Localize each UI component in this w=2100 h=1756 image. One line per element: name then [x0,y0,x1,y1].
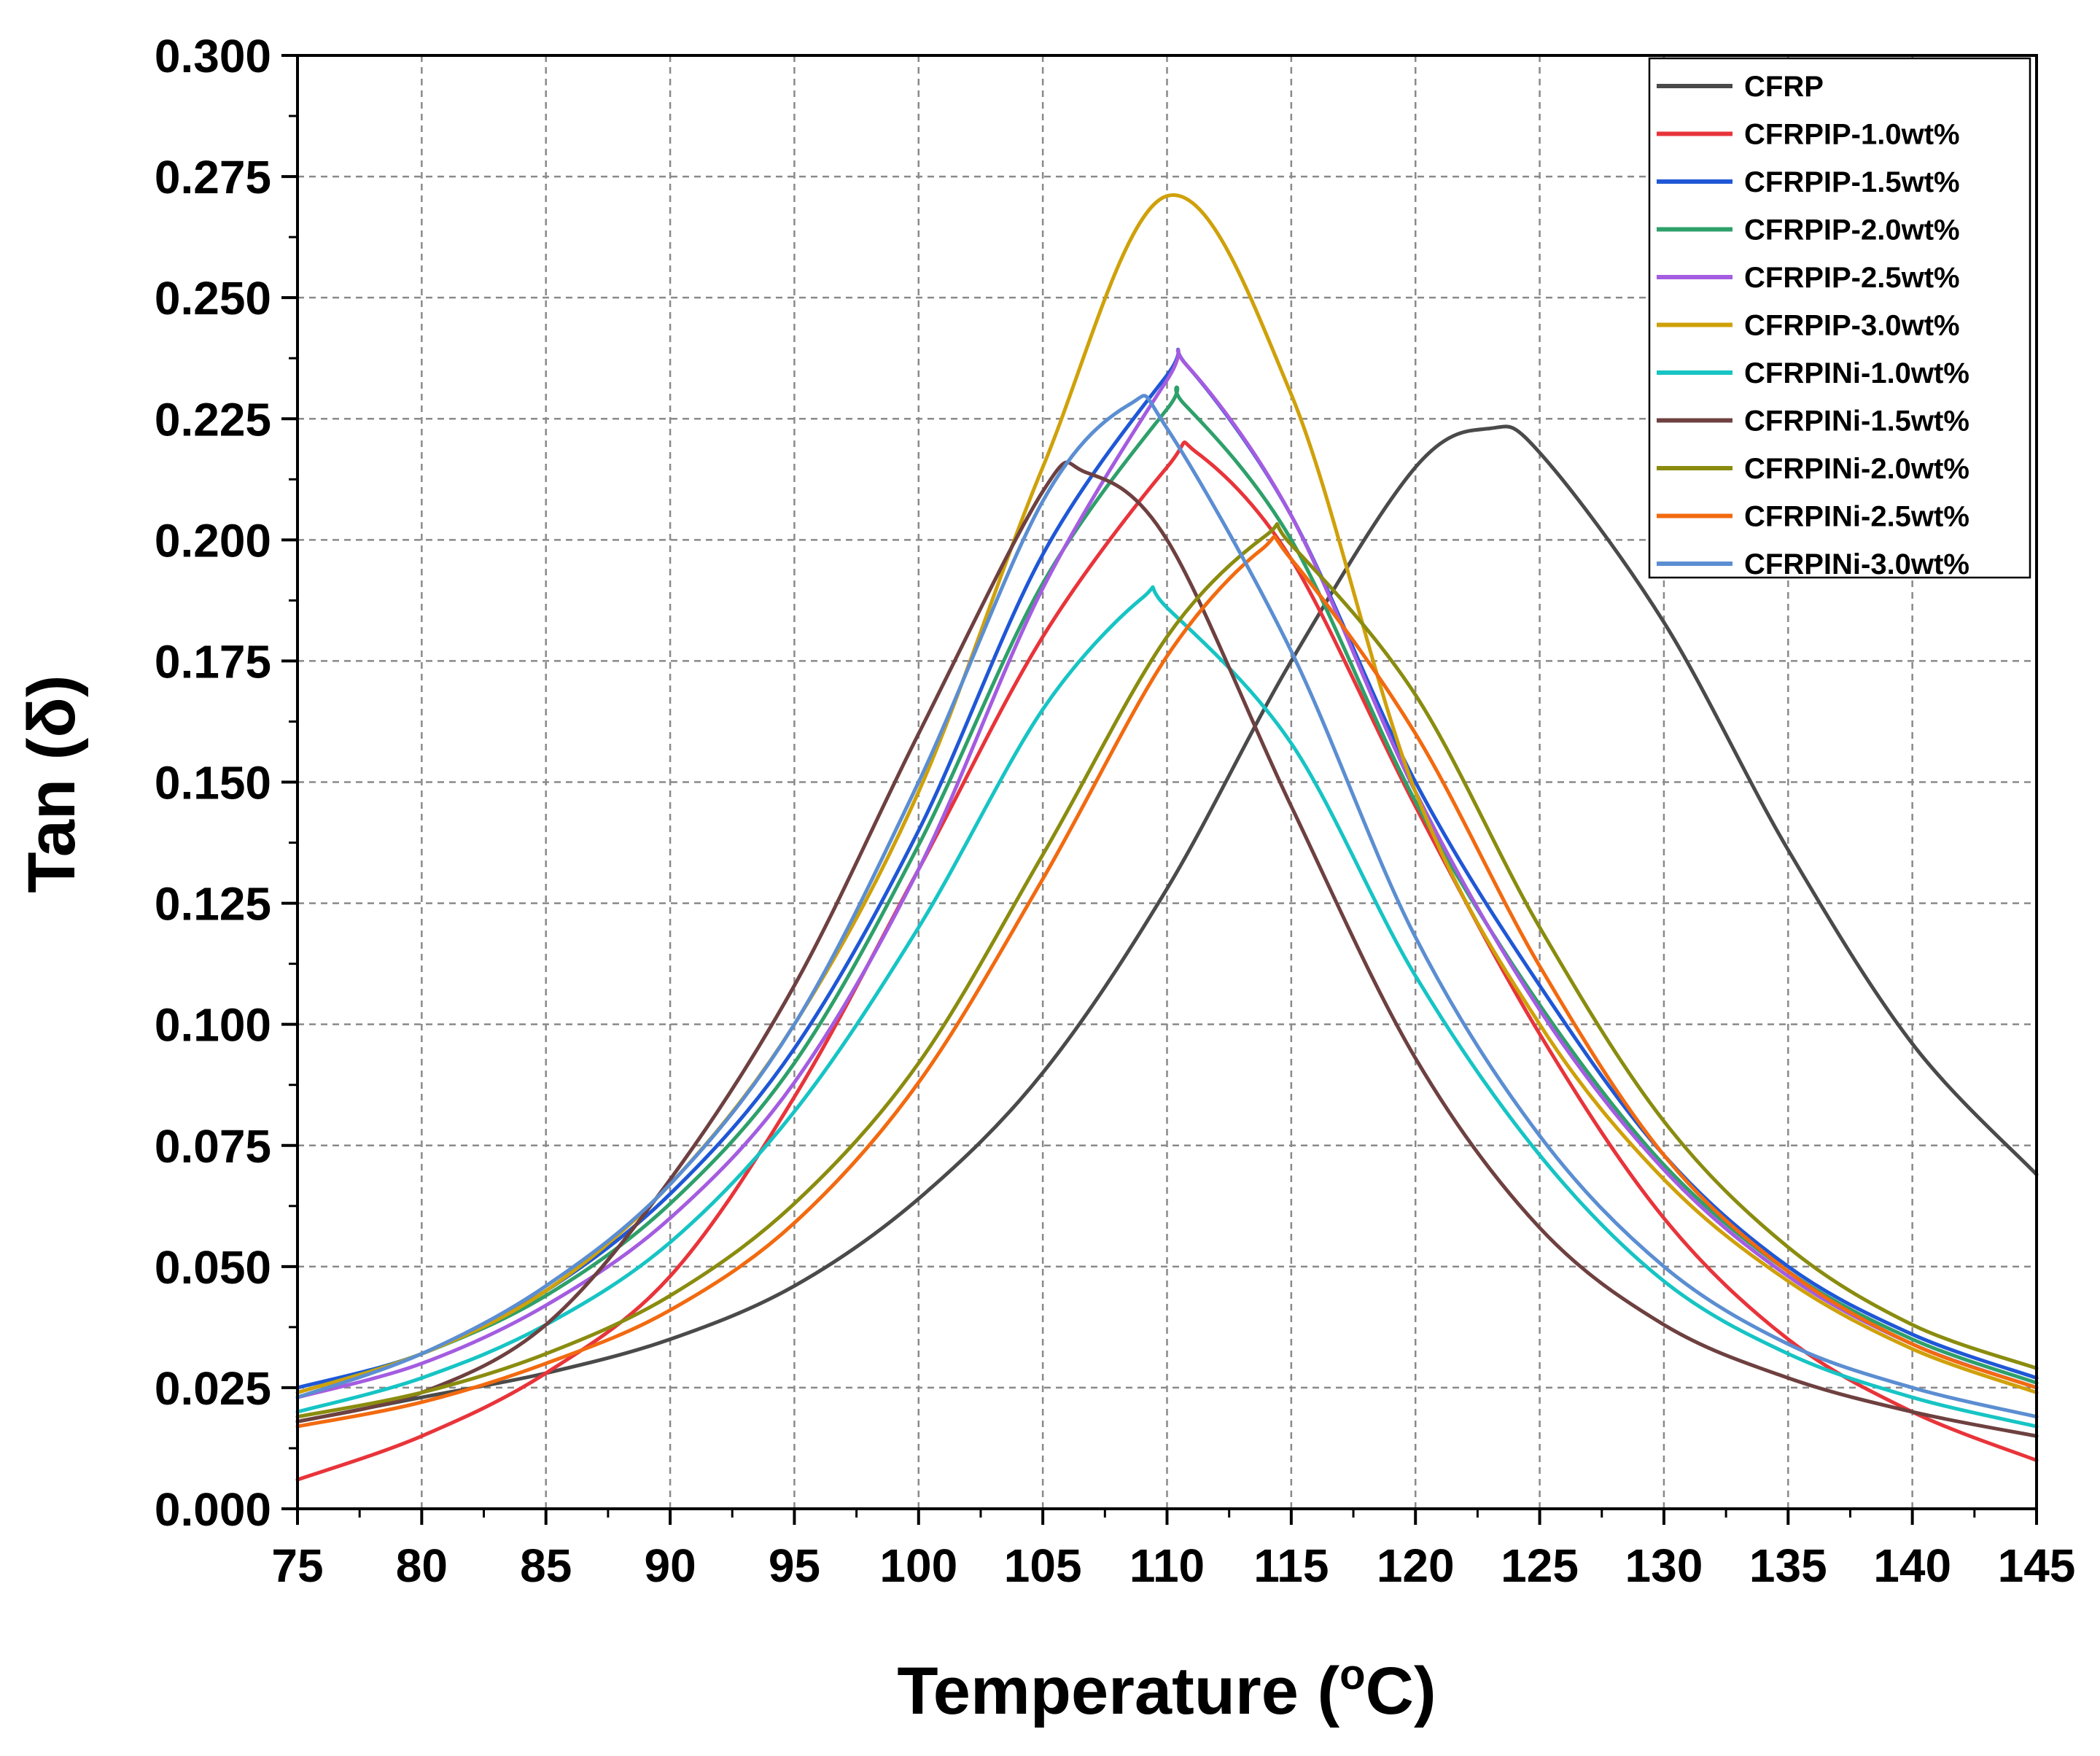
y-tick-label: 0.250 [155,272,271,325]
y-tick-label: 0.150 [155,757,271,809]
series-line-cfrpini-2-5wt [295,535,2039,1429]
x-axis-title: Temperature (oC) [897,1651,1436,1728]
legend-label-cfrpip-3-0wt: CFRPIP-3.0wt% [1744,310,1960,342]
series-lines [295,193,2039,1482]
x-tick-label: 105 [1004,1539,1082,1592]
y-tick-label: 0.125 [155,878,271,931]
legend-label-cfrpip-1-0wt: CFRPIP-1.0wt% [1744,119,1960,151]
y-tick-label: 0.075 [155,1120,271,1173]
x-tick-label: 125 [1501,1539,1579,1592]
y-tick-label: 0.100 [155,999,271,1052]
legend-label-cfrp: CFRP [1744,71,1824,103]
y-tick-labels: 0.000 0.025 0.050 0.075 0.100 0.125 0.150 0.175… [155,30,271,1536]
x-tick-labels: 75 80 85 90 95 100 105 110 115 120 125 130 135 140 145 [271,1539,2075,1592]
legend-box [1648,57,2031,579]
x-tick-label: 95 [769,1539,820,1592]
y-tick-label: 0.300 [155,30,271,82]
x-tick-label: 100 [879,1539,957,1592]
x-tick-label: 135 [1749,1539,1827,1592]
legend-label-cfrpip-2-5wt: CFRPIP-2.5wt% [1744,262,1960,294]
x-tick-label: 75 [271,1539,323,1592]
x-tick-label: 140 [1873,1539,1951,1592]
legend-label-cfrpini-2-5wt: CFRPINi-2.5wt% [1744,501,1969,533]
series-line-cfrpini-1-5wt [295,460,2039,1438]
x-tick-label: 110 [1129,1539,1205,1592]
y-tick-label: 0.025 [155,1362,271,1415]
y-tick-label: 0.275 [155,151,271,203]
y-tick-label: 0.050 [155,1241,271,1294]
legend-label-cfrpip-1-5wt: CFRPIP-1.5wt% [1744,166,1960,198]
y-tick-label: 0.200 [155,514,271,567]
x-tick-label: 90 [644,1539,696,1592]
legend: CFRP CFRPIP-1.0wt% CFRPIP-1.5wt% CFRPIP-2.0… [1648,57,2031,580]
series-line-cfrpip-2-0wt [295,385,2039,1395]
legend-label-cfrpini-1-0wt: CFRPINi-1.0wt% [1744,357,1969,389]
x-tick-label: 130 [1625,1539,1703,1592]
legend-label-cfrpini-3-0wt: CFRPINi-3.0wt% [1744,548,1969,580]
axis-ticks [281,54,2038,1525]
series-line-cfrpini-1-0wt [295,585,2039,1429]
x-tick-label: 115 [1253,1539,1329,1592]
legend-label-cfrpip-2-0wt: CFRPIP-2.0wt% [1744,214,1960,246]
legend-label-cfrpini-1-5wt: CFRPINi-1.5wt% [1744,405,1969,438]
y-tick-label: 0.175 [155,635,271,688]
series-line-cfrpip-1-0wt [295,440,2039,1482]
y-tick-label: 0.225 [155,393,271,446]
series-line-cfrpini-2-0wt [295,522,2039,1419]
series-line-cfrpip-2-5wt [295,348,2039,1399]
series-line-cfrpini-3-0wt [295,394,2039,1419]
y-tick-label: 0.000 [155,1483,271,1536]
legend-label-cfrpini-2-0wt: CFRPINi-2.0wt% [1744,453,1969,485]
series-line-cfrp [295,424,2039,1423]
x-tick-label: 80 [396,1539,448,1592]
y-axis-title: Tan (δ) [15,675,89,893]
x-tick-label: 145 [1998,1539,2076,1592]
x-tick-label: 120 [1377,1539,1455,1592]
x-tick-label: 85 [520,1539,572,1592]
